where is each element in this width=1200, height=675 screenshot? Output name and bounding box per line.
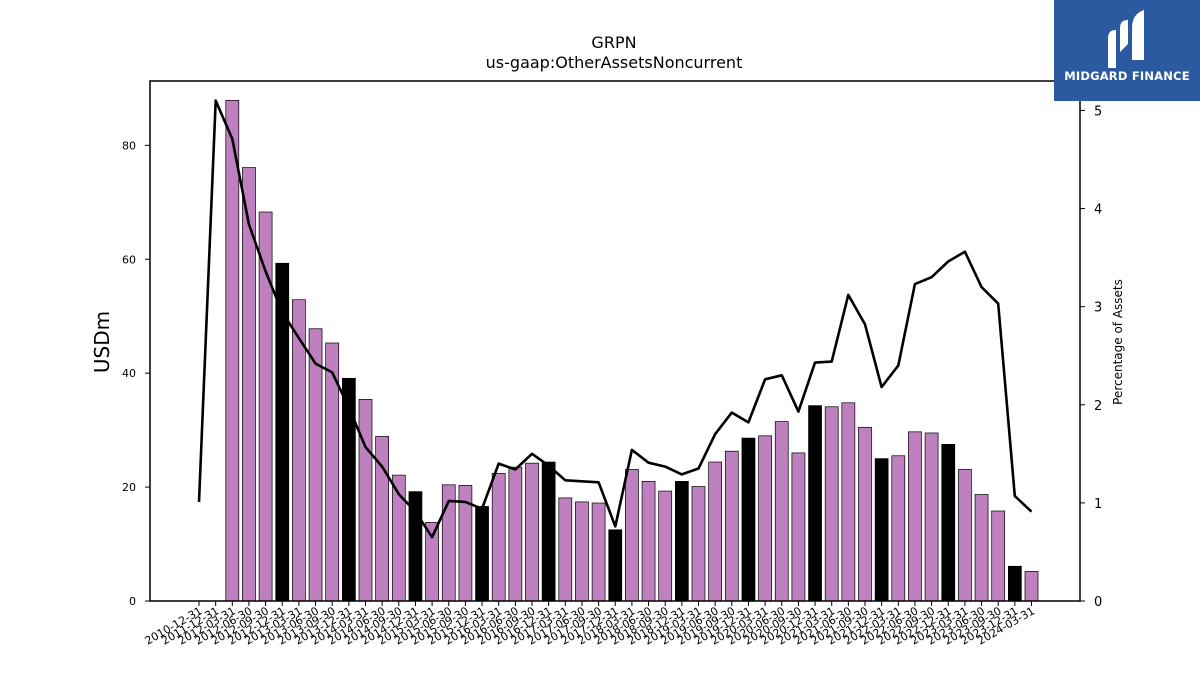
bar	[1024, 571, 1039, 602]
percentage-line-series	[197, 99, 1033, 539]
chart-subtitle: us-gaap:OtherAssetsNoncurrent	[486, 53, 743, 72]
bar	[758, 435, 772, 602]
bar	[558, 497, 573, 602]
bar	[874, 458, 889, 602]
bar	[625, 469, 639, 602]
bar	[508, 466, 523, 602]
bar-series	[225, 100, 1039, 602]
bar	[691, 486, 706, 602]
bar	[958, 469, 972, 602]
bar	[858, 426, 872, 602]
bar	[1007, 565, 1022, 602]
y2-axis-label: Percentage of Assets	[1111, 279, 1125, 405]
percentage-line	[197, 99, 1033, 539]
x-axis-ticks: 2010-12-312011-12-312012-03-312012-06-30…	[143, 601, 1037, 648]
y2-tick-label: 4	[1094, 203, 1102, 218]
bar	[541, 461, 556, 602]
bar	[674, 481, 689, 602]
y2-axis-ticks: 0 1 2 3 4 5	[1080, 104, 1102, 610]
bar	[974, 494, 989, 602]
bar	[242, 167, 256, 602]
bar	[225, 100, 240, 602]
brand-name: MIDGARD FINANCE	[1064, 69, 1190, 83]
y-tick-label: 20	[122, 481, 136, 494]
y2-tick-label: 5	[1094, 104, 1102, 119]
chart-title: GRPN	[591, 33, 636, 52]
bar	[308, 328, 323, 602]
y-axis-ticks: 0 20 40 60 80	[122, 139, 150, 608]
bar	[658, 490, 673, 602]
bar	[841, 402, 856, 602]
bar	[608, 529, 623, 602]
y-tick-label: 40	[122, 367, 136, 380]
midgard-logo-icon	[1108, 10, 1144, 68]
bar	[525, 462, 539, 602]
bar	[791, 452, 806, 602]
bar	[475, 506, 489, 602]
y2-tick-label: 1	[1094, 497, 1102, 512]
y-tick-label: 60	[122, 253, 136, 266]
bar	[808, 405, 822, 602]
bar	[342, 377, 356, 602]
y2-tick-label: 3	[1094, 301, 1102, 316]
y2-tick-label: 0	[1094, 595, 1102, 610]
bar	[908, 431, 922, 602]
bar	[991, 510, 1006, 602]
brand-logo: MIDGARD FINANCE	[1054, 0, 1200, 101]
y-tick-label: 0	[129, 595, 136, 608]
bar	[641, 481, 656, 602]
bar	[575, 501, 589, 602]
bar	[708, 461, 723, 602]
y-tick-label: 80	[122, 139, 136, 152]
bar	[924, 432, 939, 602]
bar	[358, 399, 373, 602]
bar	[591, 502, 606, 602]
bar	[741, 437, 756, 602]
bar	[774, 421, 789, 602]
bar	[491, 473, 506, 602]
bar	[824, 406, 839, 602]
y2-tick-label: 2	[1094, 399, 1102, 414]
y-axis-label: USDm	[90, 311, 114, 373]
bar	[724, 450, 739, 602]
bar	[941, 444, 956, 602]
bar	[891, 455, 906, 602]
